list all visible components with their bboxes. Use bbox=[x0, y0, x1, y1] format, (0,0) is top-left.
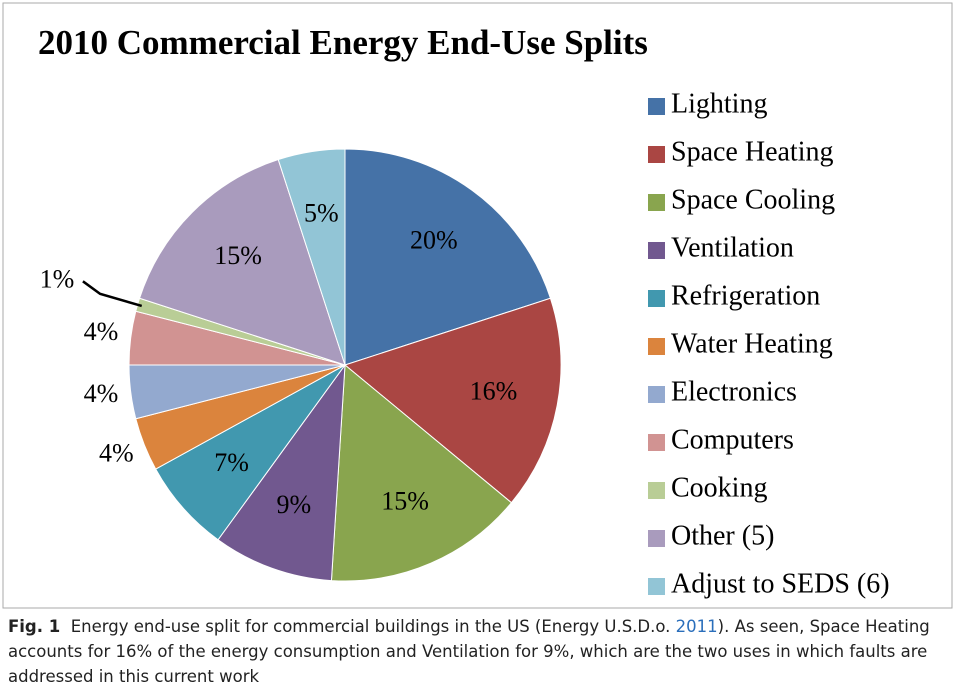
data-label: 4% bbox=[84, 317, 119, 346]
data-label: 7% bbox=[214, 448, 249, 477]
pie-slice bbox=[277, 148, 346, 366]
legend-label: Water Heating bbox=[671, 328, 833, 359]
legend-swatch bbox=[648, 482, 665, 499]
chart: 2010 Commercial Energy End-Use Splits 20… bbox=[2, 2, 953, 609]
legend-swatch bbox=[648, 434, 665, 451]
chart-frame bbox=[2, 2, 953, 609]
legend-swatch bbox=[648, 146, 665, 163]
data-label: 1% bbox=[40, 264, 75, 293]
legend-label: Lighting bbox=[671, 88, 767, 119]
legend-label: Ventilation bbox=[671, 232, 794, 263]
data-label: 15% bbox=[381, 487, 429, 516]
data-label: 16% bbox=[470, 376, 518, 405]
legend-label: Computers bbox=[671, 424, 794, 455]
legend-swatch bbox=[648, 242, 665, 259]
legend-label: Adjust to SEDS (6) bbox=[671, 568, 890, 599]
data-label: 4% bbox=[99, 439, 134, 468]
data-label: 9% bbox=[276, 490, 311, 519]
pie-slice bbox=[343, 297, 562, 504]
legend-label: Space Cooling bbox=[671, 184, 835, 215]
data-label: 15% bbox=[214, 241, 262, 270]
caption-link[interactable]: 2011 bbox=[675, 617, 718, 636]
legend-label: Refrigeration bbox=[671, 280, 820, 311]
pie-slice bbox=[344, 148, 552, 366]
data-label: 4% bbox=[84, 379, 119, 408]
legend-swatch bbox=[648, 338, 665, 355]
data-label: 5% bbox=[304, 199, 339, 228]
legend-swatch bbox=[648, 386, 665, 403]
legend-swatch bbox=[648, 98, 665, 115]
caption: Fig. 1 Energy end-use split for commerci… bbox=[8, 614, 948, 689]
legend-swatch bbox=[648, 578, 665, 595]
legend-label: Space Heating bbox=[671, 136, 834, 167]
pie-slice bbox=[217, 363, 346, 582]
caption-text: ). As seen, Space Heating accounts for 1… bbox=[8, 617, 930, 686]
legend-label: Electronics bbox=[671, 376, 797, 407]
legend-swatch bbox=[648, 530, 665, 547]
legend-label: Cooking bbox=[671, 472, 767, 503]
data-label: 20% bbox=[410, 226, 458, 255]
legend-swatch bbox=[648, 290, 665, 307]
pie-slice bbox=[330, 363, 513, 582]
caption-text: Energy end-use split for commercial buil… bbox=[70, 617, 676, 636]
pie-slice bbox=[138, 158, 346, 366]
caption-label: Fig. 1 bbox=[8, 617, 61, 636]
legend-label: Other (5) bbox=[671, 520, 774, 551]
chart-title: 2010 Commercial Energy End-Use Splits bbox=[38, 23, 648, 62]
legend-swatch bbox=[648, 194, 665, 211]
leader-line bbox=[82, 280, 143, 308]
